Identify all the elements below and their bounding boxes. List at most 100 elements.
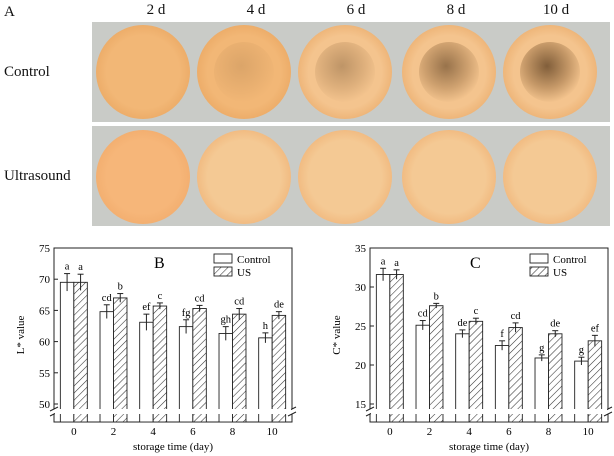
x-tick-label-c: 8 <box>546 426 552 438</box>
legend-label-b: US <box>237 267 251 279</box>
significance-letter-b: h <box>263 321 269 332</box>
significance-letter-c: ef <box>591 323 600 334</box>
y-tick-label-b: 60 <box>39 337 51 349</box>
bar-b-us <box>113 297 128 423</box>
slice-control-2 <box>197 25 291 119</box>
y-axis-label-c: C* value <box>331 315 343 355</box>
bar-c-us <box>548 333 563 423</box>
significance-letter-c: g <box>539 343 545 354</box>
significance-letter-b: b <box>118 282 123 293</box>
x-tick-label-b: 0 <box>71 426 77 438</box>
legend-swatch-c <box>529 266 549 277</box>
y-tick-label-c: 30 <box>355 282 367 294</box>
slice-ultrasound-4 <box>402 130 496 224</box>
panel-letter-a: A <box>4 4 15 20</box>
bar-b-control <box>99 311 114 423</box>
significance-letter-b: ef <box>142 302 151 313</box>
legend-label-b: Control <box>237 254 271 266</box>
bar-b-us <box>73 281 88 423</box>
significance-letter-c: a <box>381 256 386 267</box>
bar-b-us <box>152 305 168 423</box>
slice-ultrasound-3 <box>298 130 392 224</box>
significance-letter-c: cd <box>418 309 429 320</box>
significance-letter-b: fg <box>182 308 191 319</box>
y-tick-label-b: 55 <box>39 368 51 380</box>
significance-letter-c: cd <box>511 311 522 322</box>
x-tick-label-b: 2 <box>111 426 117 438</box>
bar-c-us <box>508 327 523 423</box>
bar-c-control <box>375 274 391 423</box>
legend-label-c: US <box>553 267 567 279</box>
slice-control-1 <box>96 25 190 119</box>
legend-swatch-c <box>529 253 549 264</box>
axis-break-cover-b <box>55 409 291 414</box>
axis-break-mark-b <box>49 406 59 412</box>
significance-letter-b: cd <box>234 297 245 308</box>
slice-control-3 <box>298 25 392 119</box>
column-label-4d: 4 d <box>246 2 266 18</box>
y-tick-label-b: 70 <box>39 274 51 286</box>
significance-letter-c: a <box>394 258 399 269</box>
significance-letter-c: de <box>550 319 560 330</box>
significance-letter-c: f <box>500 329 504 340</box>
y-tick-label-c: 25 <box>355 321 367 333</box>
significance-letter-c: g <box>579 345 585 356</box>
y-axis-label-b: L* value <box>15 315 27 354</box>
legend-swatch-b <box>213 266 233 277</box>
browning-spots-4 <box>419 42 479 102</box>
axis-break-mark-b <box>287 411 297 417</box>
photo-panel: A 2 d 4 d 6 d 8 d 10 d Control Ultrasoun… <box>4 2 610 226</box>
slice-ultrasound-1 <box>96 130 190 224</box>
bar-c-control <box>415 324 430 423</box>
significance-letter-b: de <box>274 300 284 311</box>
panel-letter-c: C <box>470 255 481 272</box>
plot-frame-c <box>369 247 609 423</box>
column-label-8d: 8 d <box>446 2 466 18</box>
x-tick-label-b: 6 <box>190 426 196 438</box>
x-tick-label-c: 0 <box>387 426 393 438</box>
y-tick-label-c: 35 <box>355 243 367 255</box>
axis-break-mark-c <box>365 406 375 412</box>
x-tick-label-b: 10 <box>267 426 279 438</box>
bar-b-control <box>139 321 154 423</box>
x-axis-label-b: storage time (day) <box>133 441 213 453</box>
y-tick-label-c: 15 <box>355 399 367 411</box>
bar-b-control <box>218 333 233 423</box>
axis-break-mark-c <box>603 411 613 417</box>
column-label-2d: 2 d <box>146 2 166 18</box>
x-axis-label-c: storage time (day) <box>449 441 529 453</box>
browning-spots-5 <box>520 42 580 102</box>
significance-letter-c: b <box>434 291 439 302</box>
slice-ultrasound-5 <box>503 130 597 224</box>
y-tick-label-b: 75 <box>39 243 51 255</box>
axis-break-cover-c <box>371 409 607 414</box>
browning-spots-3 <box>315 42 375 102</box>
legend-swatch-b <box>213 253 233 264</box>
bar-c-us <box>429 305 444 423</box>
x-tick-label-b: 4 <box>150 426 156 438</box>
significance-letter-c: de <box>457 318 467 329</box>
x-tick-label-b: 8 <box>230 426 236 438</box>
significance-letter-b: cd <box>102 293 113 304</box>
column-label-10d: 10 d <box>542 2 570 18</box>
bar-b-us <box>232 313 247 423</box>
column-label-6d: 6 d <box>346 2 366 18</box>
x-tick-label-c: 10 <box>583 426 595 438</box>
significance-letter-b: gh <box>221 315 232 326</box>
bar-b-us <box>192 308 207 423</box>
browning-spots-2 <box>214 42 274 102</box>
row-label-ultrasound: Ultrasound <box>4 168 71 184</box>
x-tick-label-c: 2 <box>427 426 433 438</box>
row-label-control: Control <box>4 64 50 80</box>
significance-letter-b: a <box>78 262 83 273</box>
significance-letter-b: cd <box>195 293 206 304</box>
bar-b-control <box>178 326 194 423</box>
y-tick-label-b: 65 <box>39 305 51 317</box>
bar-c-us <box>389 274 404 423</box>
bar-c-us <box>468 320 484 423</box>
x-tick-label-c: 6 <box>506 426 512 438</box>
significance-letter-b: c <box>158 291 163 302</box>
significance-letter-b: a <box>65 262 70 273</box>
